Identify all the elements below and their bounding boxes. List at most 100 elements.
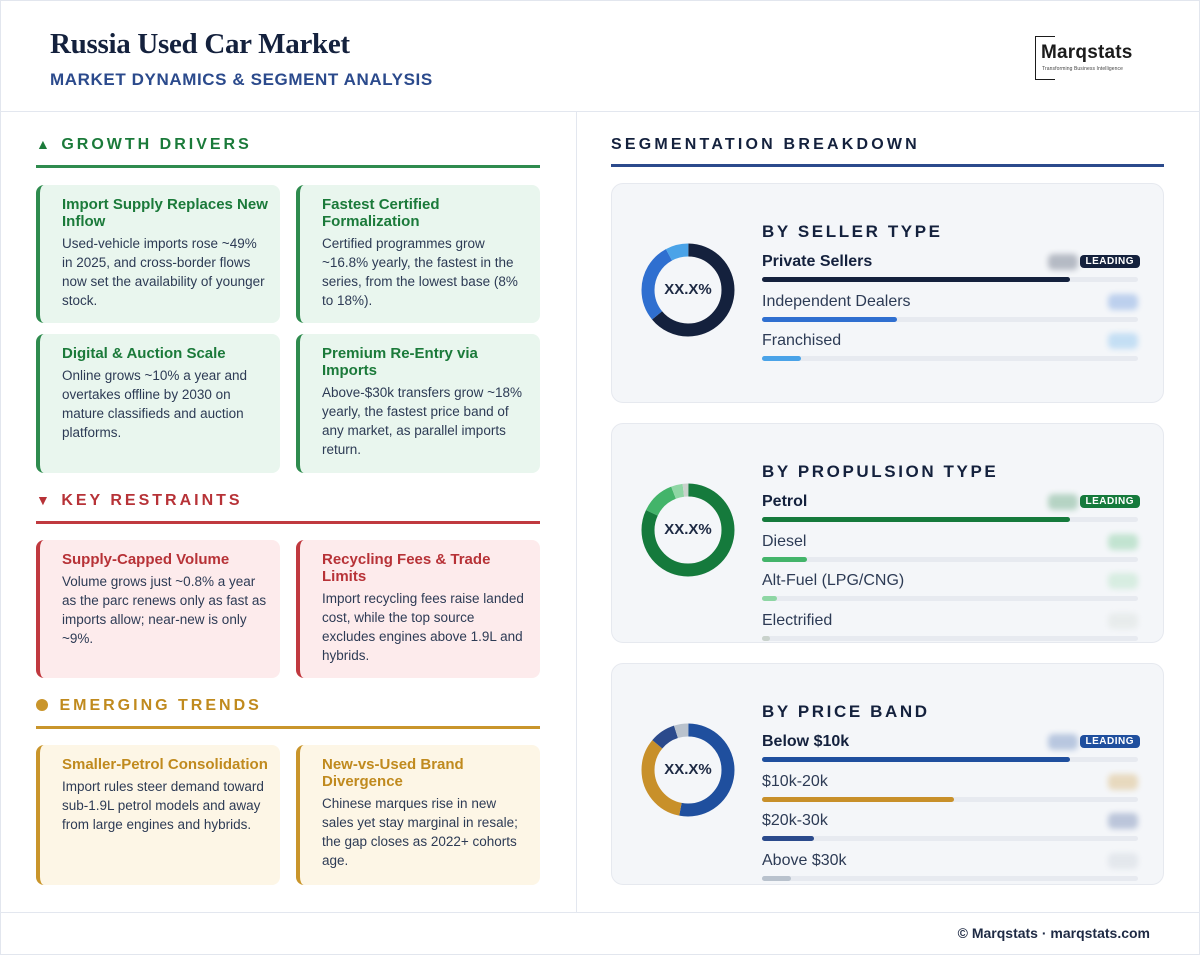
segment-row: Independent Dealers: [762, 293, 1140, 329]
page-title: Russia Used Car Market: [50, 28, 350, 60]
card-body: Above-$30k transfers grow ~18% yearly, t…: [322, 385, 522, 457]
segment-row: Franchised: [762, 332, 1140, 368]
segment-bar-fill: [762, 596, 778, 601]
key-restraints-heading: ▼ KEY RESTRAINTS: [36, 492, 540, 510]
column-divider: [576, 112, 577, 912]
segment-label: Independent Dealers: [762, 292, 911, 310]
donut-slice: [641, 243, 735, 337]
segment-bar-track: [762, 356, 1138, 361]
logo-text: Marqstats: [1041, 42, 1133, 63]
growth-drivers-heading: ▲ GROWTH DRIVERS: [36, 136, 540, 154]
segment-label: $20k-30k: [762, 812, 828, 829]
segment-bar-fill: [762, 757, 1071, 762]
segment-row: Below $10k LEADING: [762, 733, 1140, 769]
segment-bar-fill: [762, 796, 954, 802]
donut-slice: [641, 723, 735, 817]
emerging-trends-label: EMERGING TRENDS: [59, 697, 262, 714]
segment-label: $10k-20k: [762, 772, 828, 790]
leading-badge: LEADING: [1079, 495, 1140, 508]
segment-bar-track: [762, 517, 1138, 522]
segment-bar-fill: [762, 635, 770, 641]
card-body: Import recycling fees raise landed cost,…: [322, 591, 524, 663]
segment-label: Petrol: [762, 493, 808, 510]
segment-row: Above $30k: [762, 852, 1140, 888]
card-body: Online grows ~10% a year and overtakes o…: [62, 368, 247, 440]
segment-bar-track: [762, 316, 1138, 322]
donut-chart: XX.X%: [640, 722, 736, 818]
segment-row: Electrified: [762, 612, 1140, 648]
segment-bar-track: [762, 556, 1138, 562]
card-body: Certified programmes grow ~16.8% yearly,…: [322, 236, 518, 308]
donut-chart: XX.X%: [640, 242, 736, 338]
growth-drivers-label: GROWTH DRIVERS: [61, 136, 252, 153]
card-title: Fastest Certified Formalization: [322, 196, 440, 230]
segment-bar-track: [762, 635, 1138, 641]
segment-row: Petrol LEADING: [762, 493, 1140, 529]
card-body: Import rules steer demand toward sub-1.9…: [62, 779, 264, 832]
segment-row: Diesel: [762, 533, 1140, 569]
price-band-panel: BY PRICE BAND XX.X% Below $10k LEADING $10k-…: [611, 663, 1164, 885]
segment-row: $10k-20k: [762, 773, 1140, 809]
card-body: Used-vehicle imports rose ~49% in 2025, …: [62, 236, 265, 308]
driver-card: Import Supply Replaces New Inflow Used-v…: [36, 185, 280, 323]
segment-bar-fill: [762, 517, 1071, 522]
emerging-trends-heading: EMERGING TRENDS: [36, 697, 540, 715]
restraint-card: Recycling Fees & Trade Limits Import rec…: [296, 540, 540, 678]
card-title: New-vs-Used Brand Divergence: [322, 756, 464, 790]
card-title: Import Supply Replaces New Inflow: [62, 196, 268, 230]
segment-bar-fill: [762, 556, 808, 562]
leading-badge: LEADING: [1079, 735, 1140, 748]
segment-value-blurred: [1108, 813, 1138, 829]
donut-slice: [641, 723, 735, 817]
donut-slice: [641, 243, 735, 337]
segment-row: $20k-30k: [762, 812, 1140, 848]
donut-slice: [641, 483, 735, 577]
donut-slice: [641, 723, 735, 817]
logo-tagline: Transforming Business Intelligence: [1042, 66, 1124, 72]
segment-label: Below $10k: [762, 733, 850, 750]
driver-card: Fastest Certified Formalization Certifie…: [296, 185, 540, 323]
donut-center-label: XX.X%: [664, 761, 712, 778]
card-body: Volume grows just ~0.8% a year as the pa…: [62, 574, 267, 646]
card-title: Smaller-Petrol Consolidation: [62, 756, 268, 773]
propulsion-type-panel: BY PROPULSION TYPE XX.X% Petrol LEADING Dies…: [611, 423, 1164, 643]
segment-value-blurred: [1108, 852, 1138, 869]
key-restraints-label: KEY RESTRAINTS: [61, 492, 243, 509]
panel-title: BY PRICE BAND: [762, 702, 930, 721]
leading-badge: LEADING: [1079, 255, 1140, 268]
segment-bar-track: [762, 875, 1138, 881]
trend-card: Smaller-Petrol Consolidation Import rule…: [36, 745, 280, 885]
segment-bar-fill: [762, 356, 801, 361]
logo-frame: [1035, 36, 1055, 80]
donut-slice: [641, 483, 735, 577]
panel-title: BY PROPULSION TYPE: [762, 462, 999, 481]
segment-bar-track: [762, 796, 1138, 802]
segment-row: Private Sellers LEADING: [762, 253, 1140, 289]
segment-value-blurred: [1108, 612, 1138, 629]
triangle-down-icon: ▼: [36, 492, 50, 508]
circle-icon: [36, 699, 48, 711]
segment-label: Electrified: [762, 611, 833, 629]
donut-chart: XX.X%: [640, 482, 736, 578]
segment-bar-fill: [762, 316, 897, 322]
donut-slice: [641, 243, 735, 337]
segment-label: Diesel: [762, 532, 807, 550]
card-title: Supply-Capped Volume: [62, 551, 230, 568]
seller-type-panel: BY SELLER TYPE XX.X% Private Sellers LEADIN…: [611, 183, 1164, 403]
segment-bar-track: [762, 836, 1138, 841]
segment-bar-fill: [762, 277, 1071, 282]
card-title: Recycling Fees & Trade Limits: [322, 551, 491, 585]
segment-bar-track: [762, 596, 1138, 601]
segment-value-blurred: [1108, 773, 1138, 790]
segmentation-heading: SEGMENTATION BREAKDOWN: [611, 136, 920, 153]
segment-bar-track: [762, 757, 1138, 762]
footer-credit: © Marqstats · marqstats.com: [957, 925, 1150, 941]
segment-value-blurred: [1048, 734, 1078, 750]
page-subtitle: MARKET DYNAMICS & SEGMENT ANALYSIS: [50, 70, 433, 89]
card-title: Digital & Auction Scale: [62, 345, 226, 362]
driver-card: Premium Re-Entry via Imports Above-$30k …: [296, 334, 540, 473]
header: Russia Used Car Market MARKET DYNAMICS &…: [0, 0, 1200, 112]
segment-bar-fill: [762, 875, 792, 881]
segment-label: Franchised: [762, 332, 842, 349]
segment-label: Private Sellers: [762, 253, 873, 270]
